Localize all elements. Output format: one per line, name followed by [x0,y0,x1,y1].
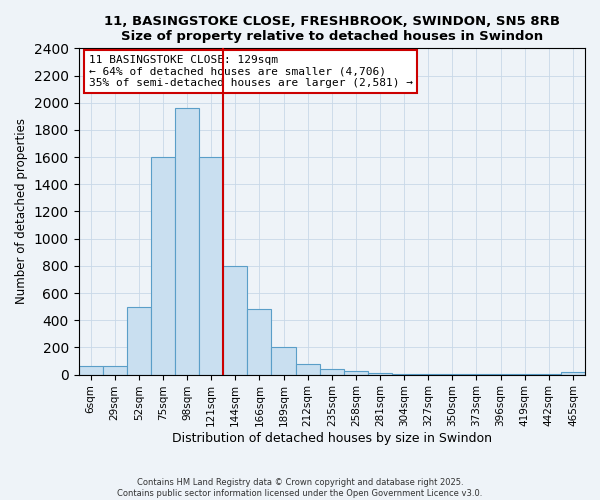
X-axis label: Distribution of detached houses by size in Swindon: Distribution of detached houses by size … [172,432,492,445]
Bar [199,157,223,374]
Bar [79,366,103,374]
Bar [103,366,127,374]
Bar [175,108,199,374]
Bar [368,372,392,374]
Text: Contains HM Land Registry data © Crown copyright and database right 2025.
Contai: Contains HM Land Registry data © Crown c… [118,478,482,498]
Bar [320,369,344,374]
Bar [223,266,247,374]
Bar [127,306,151,374]
Bar [271,348,296,374]
Y-axis label: Number of detached properties: Number of detached properties [15,118,28,304]
Bar [247,310,271,374]
Bar [344,371,368,374]
Title: 11, BASINGSTOKE CLOSE, FRESHBROOK, SWINDON, SN5 8RB
Size of property relative to: 11, BASINGSTOKE CLOSE, FRESHBROOK, SWIND… [104,15,560,43]
Bar [561,372,585,374]
Bar [151,157,175,374]
Text: 11 BASINGSTOKE CLOSE: 129sqm
← 64% of detached houses are smaller (4,706)
35% of: 11 BASINGSTOKE CLOSE: 129sqm ← 64% of de… [89,55,413,88]
Bar [296,364,320,374]
